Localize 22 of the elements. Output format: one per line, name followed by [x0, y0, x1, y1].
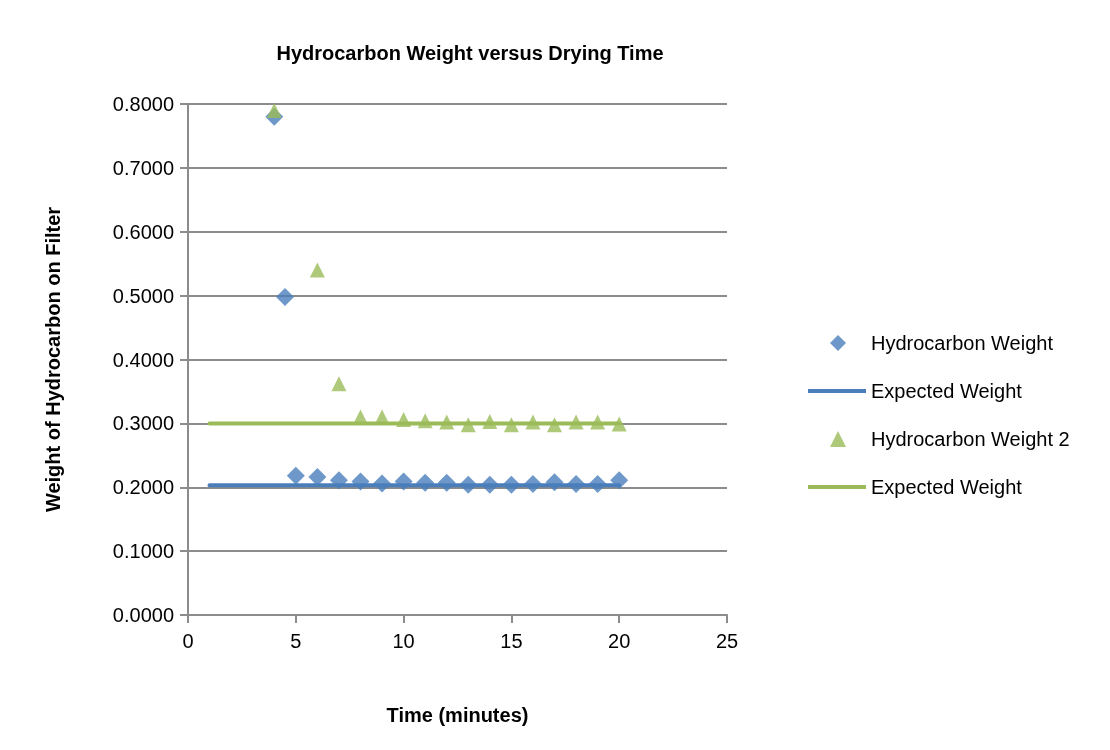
y-tick-label: 0.2000: [112, 476, 174, 499]
x-tick-label: 0: [182, 630, 194, 652]
chart-title: Hydrocarbon Weight versus Drying Time: [276, 42, 664, 64]
y-tick-label: 0.6000: [112, 220, 174, 243]
y-tick-label: 0.1000: [112, 540, 174, 563]
legend-label: Expected Weight: [871, 380, 1023, 402]
x-tick-label: 25: [715, 630, 739, 652]
x-tick-label: 20: [608, 630, 631, 652]
y-tick-label: 0.3000: [112, 412, 174, 435]
y-tick-label: 0.8000: [112, 93, 174, 115]
legend-label: Hydrocarbon Weight: [871, 332, 1054, 354]
x-tick-label: 15: [500, 630, 523, 652]
x-tick-label: 5: [290, 630, 302, 652]
y-tick-label: 0.0000: [112, 604, 174, 626]
y-axis-title: Weight of Hydrocarbon on Filter: [42, 206, 64, 513]
y-tick-label: 0.4000: [112, 348, 174, 371]
legend-label: Hydrocarbon Weight 2: [871, 428, 1070, 450]
y-tick-label: 0.5000: [112, 284, 174, 307]
x-axis-title: Time (minutes): [386, 704, 529, 726]
legend-label: Expected Weight: [871, 476, 1023, 498]
y-tick-label: 0.7000: [112, 156, 174, 179]
x-tick-label: 10: [392, 630, 415, 652]
